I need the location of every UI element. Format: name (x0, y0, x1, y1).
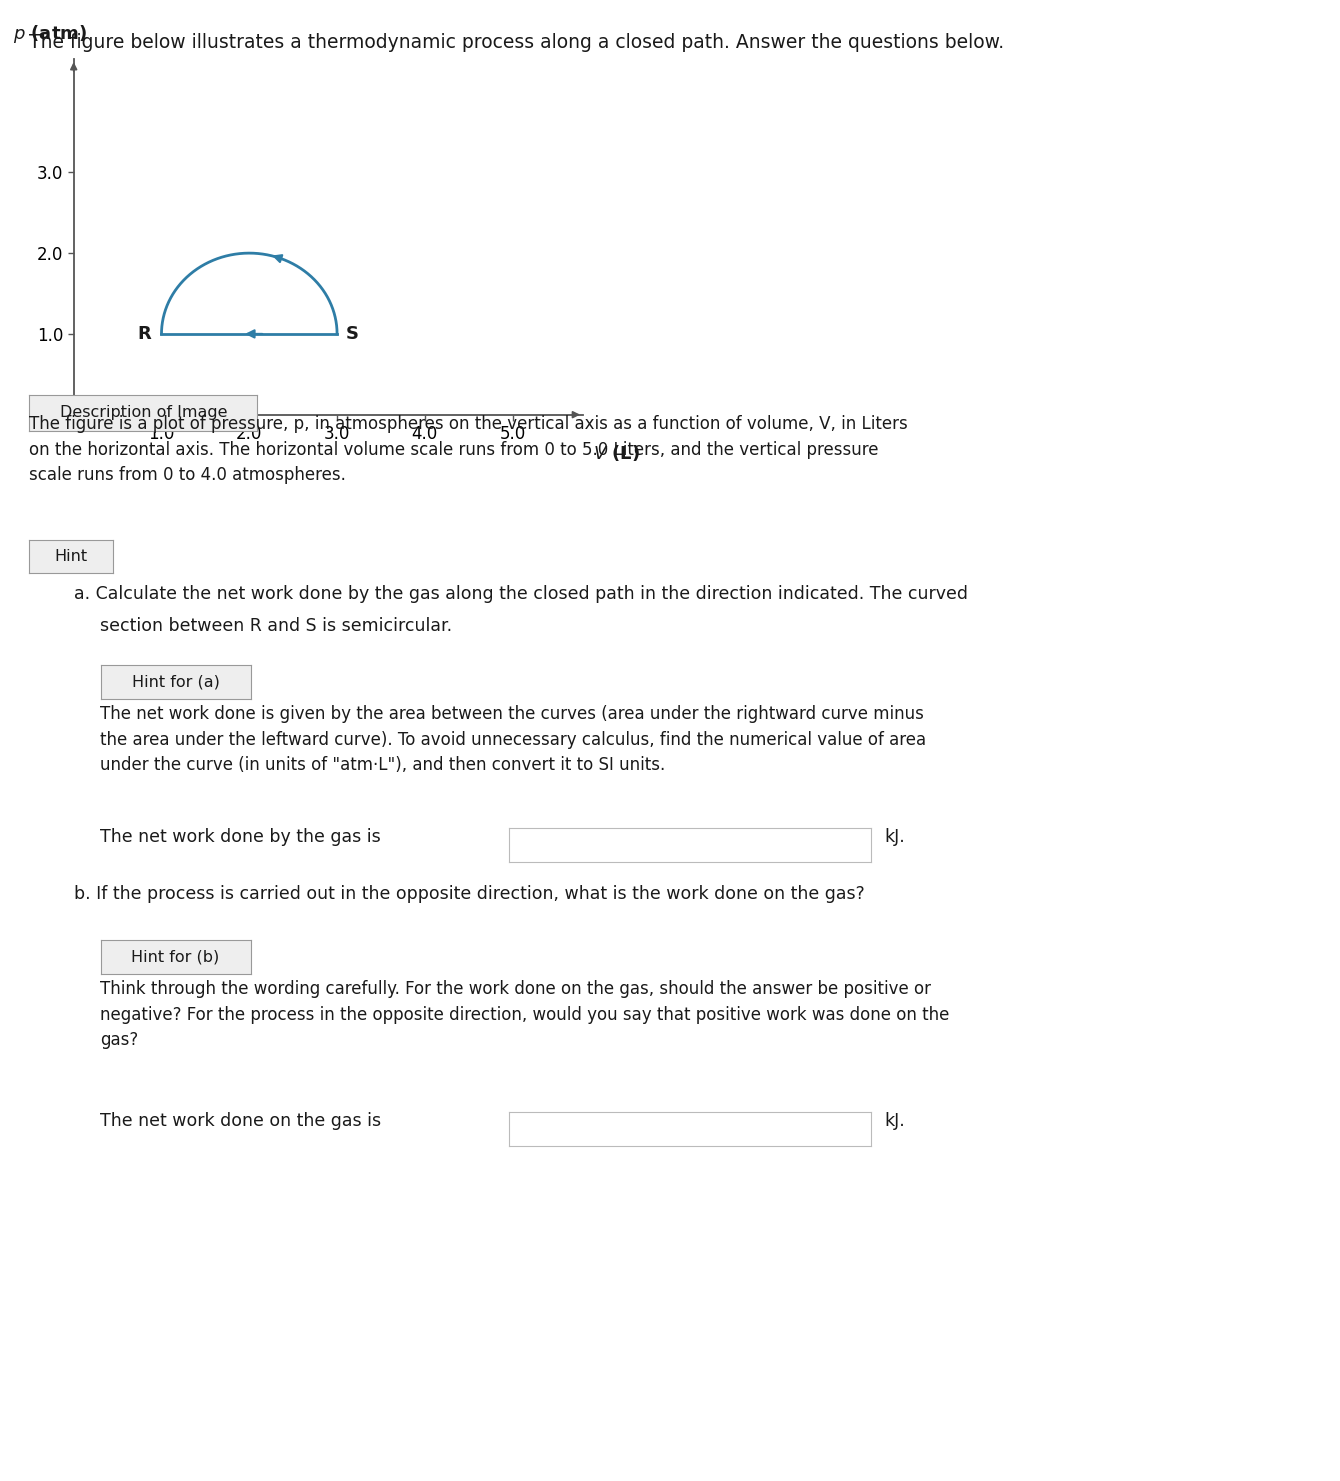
Text: The net work done is given by the area between the curves (area under the rightw: The net work done is given by the area b… (100, 705, 927, 775)
Text: kJ.: kJ. (884, 828, 905, 846)
Text: b. If the process is carried out in the opposite direction, what is the work don: b. If the process is carried out in the … (74, 886, 864, 903)
Text: Description of Image: Description of Image (60, 406, 228, 421)
Text: The figure is a plot of pressure, p, in atmospheres on the vertical axis as a fu: The figure is a plot of pressure, p, in … (29, 415, 909, 484)
Text: The net work done on the gas is: The net work done on the gas is (100, 1112, 382, 1130)
Text: Hint for (a): Hint for (a) (131, 674, 220, 690)
Text: section between R and S is semicircular.: section between R and S is semicircular. (100, 618, 453, 635)
Text: kJ.: kJ. (884, 1112, 905, 1130)
Text: Hint for (b): Hint for (b) (131, 949, 220, 964)
Text: Hint: Hint (55, 549, 87, 564)
Text: The figure below illustrates a thermodynamic process along a closed path. Answer: The figure below illustrates a thermodyn… (29, 33, 1005, 52)
Text: a. Calculate the net work done by the gas along the closed path in the direction: a. Calculate the net work done by the ga… (74, 585, 967, 603)
Text: $\mathit{p}$ (atm): $\mathit{p}$ (atm) (12, 24, 87, 44)
Text: S: S (346, 324, 359, 344)
Text: The net work done by the gas is: The net work done by the gas is (100, 828, 382, 846)
Text: Think through the wording carefully. For the work done on the gas, should the an: Think through the wording carefully. For… (100, 980, 950, 1050)
Text: $\mathit{V}$ (L): $\mathit{V}$ (L) (594, 443, 641, 464)
Text: R: R (137, 324, 151, 344)
